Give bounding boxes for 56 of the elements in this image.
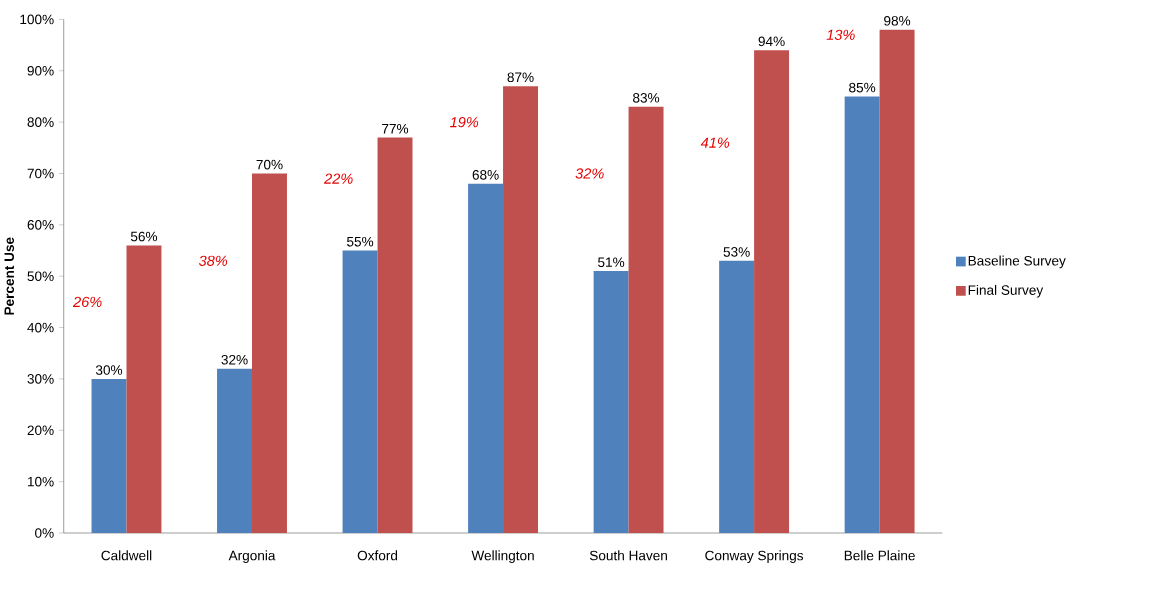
annotation: 38% xyxy=(198,255,228,266)
y-tick-label: 50% xyxy=(27,271,54,281)
data-label: 55% xyxy=(347,236,374,247)
bar xyxy=(719,260,755,533)
data-label: 85% xyxy=(849,82,876,93)
data-label: 53% xyxy=(723,246,750,257)
data-label: 83% xyxy=(633,92,660,103)
annotation: 26% xyxy=(72,296,102,307)
bar xyxy=(879,29,915,533)
y-tick-label: 70% xyxy=(27,168,54,179)
y-tick-label: 80% xyxy=(27,117,54,127)
bar xyxy=(252,173,287,533)
x-tick-label: Oxford xyxy=(357,550,398,561)
x-tick-label: Caldwell xyxy=(101,550,152,561)
bar xyxy=(377,137,413,533)
annotation: 19% xyxy=(450,116,479,128)
y-tick-label: 60% xyxy=(27,219,54,230)
bar xyxy=(503,86,538,533)
data-label: 32% xyxy=(221,354,248,365)
x-tick-label: Belle Plaine xyxy=(844,550,915,561)
data-label: 30% xyxy=(95,365,123,375)
annotation: 13% xyxy=(826,29,855,40)
bar xyxy=(91,378,127,533)
bar xyxy=(628,106,664,533)
bar xyxy=(342,250,378,533)
y-tick-label: 40% xyxy=(27,322,54,333)
bar xyxy=(593,270,629,533)
data-label: 94% xyxy=(758,36,785,46)
x-tick-label: Argonia xyxy=(228,550,276,563)
bar xyxy=(217,368,253,533)
bar xyxy=(754,50,790,533)
y-tick-label: 100% xyxy=(20,14,54,25)
data-label: 70% xyxy=(256,159,283,170)
data-label: 56% xyxy=(130,231,158,242)
y-axis-title: Percent Use xyxy=(4,237,15,315)
bar xyxy=(126,245,162,533)
data-label: 51% xyxy=(598,257,625,267)
y-tick-label: 10% xyxy=(27,476,54,487)
annotation: 32% xyxy=(575,168,604,179)
annotation: 22% xyxy=(324,173,353,184)
annotation: 41% xyxy=(700,137,730,148)
y-tick-label: 30% xyxy=(27,373,54,384)
data-label: 77% xyxy=(382,123,409,134)
y-tick-label: 90% xyxy=(27,65,54,76)
y-tick-label: 20% xyxy=(27,425,54,435)
y-tick-label: 0% xyxy=(35,528,54,538)
data-label: 87% xyxy=(507,72,534,82)
data-label: 68% xyxy=(472,169,499,180)
x-tick-label: South Haven xyxy=(589,550,667,561)
x-tick-label: Conway Springs xyxy=(705,550,804,563)
legend-label: Final Survey xyxy=(968,284,1044,298)
bar xyxy=(468,183,504,533)
x-tick-label: Wellington xyxy=(471,550,534,563)
bar xyxy=(844,96,880,533)
data-label: 98% xyxy=(884,15,911,26)
legend-label: Baseline Survey xyxy=(968,255,1066,269)
